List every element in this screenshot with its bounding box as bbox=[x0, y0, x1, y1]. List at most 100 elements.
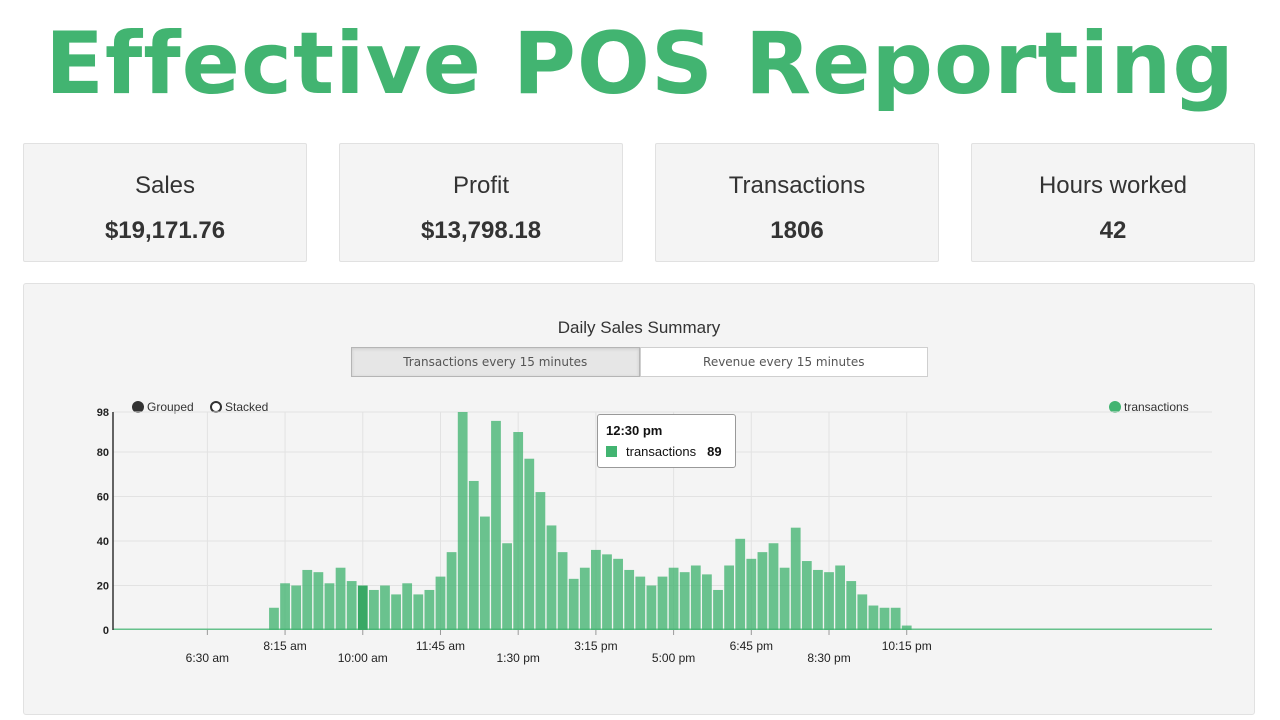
transactions-bar-chart: 0 20 40 60 80 98 6:30 am 8:15 am 10:00 am 11:45 a… bbox=[97, 407, 1212, 665]
bar bbox=[502, 543, 512, 630]
bar bbox=[380, 585, 390, 630]
bar bbox=[657, 576, 668, 630]
chart-tab-group: Transactions every 15 minutes Revenue ev… bbox=[351, 347, 928, 377]
bar bbox=[746, 558, 757, 630]
chart-title: Daily Sales Summary bbox=[557, 318, 721, 337]
y-tick-label: 98 bbox=[97, 407, 109, 419]
bar bbox=[368, 589, 379, 630]
hours-worked-value: 42 bbox=[1099, 217, 1127, 244]
bar bbox=[291, 585, 302, 630]
bar bbox=[335, 567, 346, 630]
bar bbox=[524, 458, 535, 630]
bar bbox=[324, 583, 335, 630]
stacked-label: Stacked bbox=[225, 400, 269, 414]
bar bbox=[879, 607, 890, 630]
bar bbox=[624, 569, 635, 630]
bar bbox=[357, 585, 368, 630]
bar bbox=[835, 565, 846, 630]
profit-value: $13,798.18 bbox=[420, 217, 542, 244]
bar bbox=[479, 516, 490, 630]
bar bbox=[890, 607, 901, 630]
bar bbox=[801, 561, 812, 630]
bar bbox=[757, 552, 768, 630]
x-tick-label: 3:15 pm bbox=[574, 639, 617, 653]
y-tick-label: 80 bbox=[97, 447, 109, 459]
bar bbox=[790, 527, 801, 630]
bar bbox=[346, 581, 357, 630]
bar bbox=[868, 605, 879, 630]
bar bbox=[679, 572, 690, 630]
bar bbox=[457, 412, 468, 630]
tooltip-swatch-icon bbox=[606, 446, 617, 457]
bar bbox=[424, 589, 435, 630]
bar bbox=[435, 576, 446, 630]
bar bbox=[402, 583, 413, 630]
y-tick-label: 0 bbox=[103, 625, 109, 637]
bar bbox=[724, 565, 734, 630]
x-tick-label: 10:00 am bbox=[338, 651, 388, 665]
bar bbox=[668, 567, 679, 630]
bar bbox=[846, 581, 857, 630]
bar bbox=[446, 552, 457, 630]
bar bbox=[535, 492, 546, 630]
legend-dot-icon bbox=[1109, 401, 1121, 413]
profit-label: Profit bbox=[452, 172, 509, 199]
x-tick-label: 5:00 pm bbox=[652, 651, 695, 665]
transactions-card: Transactions 1806 bbox=[655, 143, 939, 262]
bar bbox=[413, 594, 424, 630]
bar bbox=[568, 578, 579, 630]
grouped-option[interactable]: Grouped bbox=[132, 400, 194, 414]
x-tick-label: 6:45 pm bbox=[730, 639, 773, 653]
transactions-label: Transactions bbox=[728, 172, 866, 199]
radio-filled-icon bbox=[132, 401, 144, 413]
bar bbox=[901, 625, 912, 630]
x-tick-label: 10:15 pm bbox=[882, 639, 932, 653]
bar bbox=[857, 594, 868, 630]
chart-tooltip: 12:30 pm transactions 89 bbox=[597, 414, 736, 468]
bar bbox=[546, 525, 557, 630]
x-tick-label: 6:30 am bbox=[186, 651, 229, 665]
bar bbox=[779, 567, 790, 630]
page-headline: Effective POS Reporting bbox=[45, 14, 1235, 114]
bar bbox=[557, 552, 568, 630]
transactions-value: 1806 bbox=[770, 217, 824, 244]
x-tick-label: 11:45 am bbox=[416, 639, 465, 653]
hours-worked-card: Hours worked 42 bbox=[971, 143, 1255, 262]
sales-card: Sales $19,171.76 bbox=[23, 143, 307, 262]
tab-revenue[interactable]: Revenue every 15 minutes bbox=[639, 347, 928, 377]
legend-transactions[interactable]: transactions bbox=[1109, 400, 1189, 414]
bar bbox=[591, 549, 601, 630]
y-tick-label: 20 bbox=[97, 581, 109, 593]
tooltip-row: transactions 89 bbox=[606, 444, 722, 459]
x-tick-label: 1:30 pm bbox=[497, 651, 540, 665]
hours-worked-label: Hours worked bbox=[1038, 172, 1188, 199]
bar bbox=[813, 569, 823, 630]
chart-panel: Daily Sales Summary Transactions every 1… bbox=[23, 283, 1255, 715]
bar bbox=[702, 574, 712, 630]
y-tick-label: 60 bbox=[97, 492, 109, 504]
tooltip-time: 12:30 pm bbox=[606, 423, 663, 438]
bar bbox=[269, 607, 279, 630]
bar bbox=[468, 480, 479, 630]
tooltip-value: 89 bbox=[707, 444, 722, 459]
bar bbox=[602, 554, 612, 630]
bar bbox=[513, 432, 524, 630]
bar bbox=[491, 420, 501, 630]
bar bbox=[768, 543, 779, 630]
bar bbox=[646, 585, 657, 630]
bar bbox=[824, 572, 834, 630]
bar bbox=[635, 576, 646, 630]
bar bbox=[735, 538, 746, 630]
bar bbox=[302, 569, 313, 630]
bar bbox=[391, 594, 401, 630]
bar bbox=[280, 583, 290, 630]
x-tick-label: 8:30 pm bbox=[807, 651, 850, 665]
y-tick-label: 40 bbox=[97, 536, 109, 548]
sales-value: $19,171.76 bbox=[104, 217, 226, 244]
grouped-label: Grouped bbox=[147, 400, 194, 414]
x-tick-label: 8:15 am bbox=[263, 639, 306, 653]
tab-transactions[interactable]: Transactions every 15 minutes bbox=[351, 347, 640, 377]
legend-label: transactions bbox=[1124, 400, 1189, 414]
bar bbox=[713, 589, 723, 630]
bar bbox=[313, 572, 324, 630]
